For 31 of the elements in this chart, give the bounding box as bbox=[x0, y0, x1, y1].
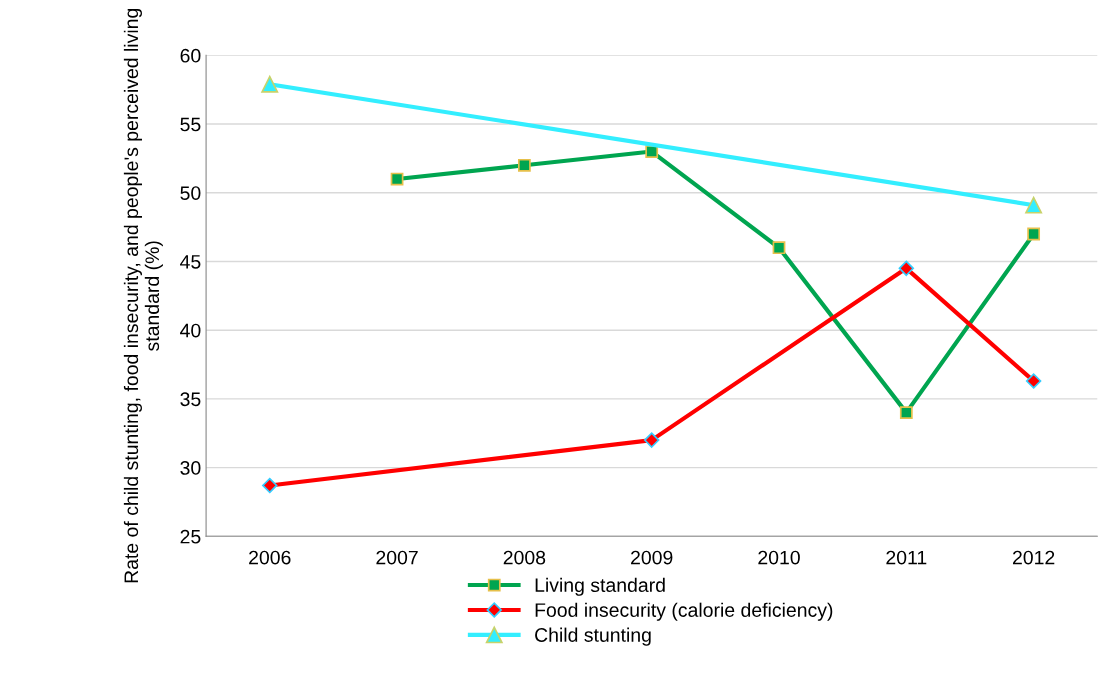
legend-label: Living standard bbox=[535, 577, 665, 596]
x-tick-label: 2012 bbox=[1012, 550, 1055, 565]
point bbox=[262, 477, 278, 494]
legend-label: Food insecurity (calorie deficiency) bbox=[535, 602, 833, 621]
point bbox=[261, 75, 279, 93]
y-tick-label: 45 bbox=[180, 255, 201, 269]
point bbox=[1025, 373, 1042, 389]
point bbox=[898, 260, 915, 277]
point bbox=[643, 432, 660, 448]
y-axis-title: Rate of child stunting, food insecurity, and people's perceived living standard (%) bbox=[123, 8, 163, 583]
point bbox=[1027, 227, 1041, 241]
point bbox=[772, 241, 786, 255]
point bbox=[517, 158, 531, 172]
y-tick-label: 55 bbox=[180, 117, 201, 132]
y-tick-label: 60 bbox=[180, 48, 201, 63]
point bbox=[899, 406, 913, 420]
x-tick-label: 2011 bbox=[886, 550, 927, 565]
x-tick-label: 2007 bbox=[376, 550, 418, 565]
point bbox=[390, 172, 404, 186]
y-tick-label: 25 bbox=[180, 529, 201, 544]
x-tick-label: 2008 bbox=[503, 550, 546, 565]
y-tick-label: 40 bbox=[180, 323, 201, 338]
y-tick-label: 30 bbox=[180, 461, 201, 475]
point bbox=[645, 145, 659, 158]
x-tick-label: 2010 bbox=[758, 550, 800, 565]
y-tick-label: 50 bbox=[180, 186, 201, 201]
x-tick-label: 2006 bbox=[249, 550, 291, 565]
point bbox=[1025, 196, 1043, 214]
x-tick-label: 2009 bbox=[631, 550, 673, 565]
y-tick-label: 35 bbox=[180, 392, 201, 407]
legend-label: Child stunting bbox=[535, 627, 651, 646]
